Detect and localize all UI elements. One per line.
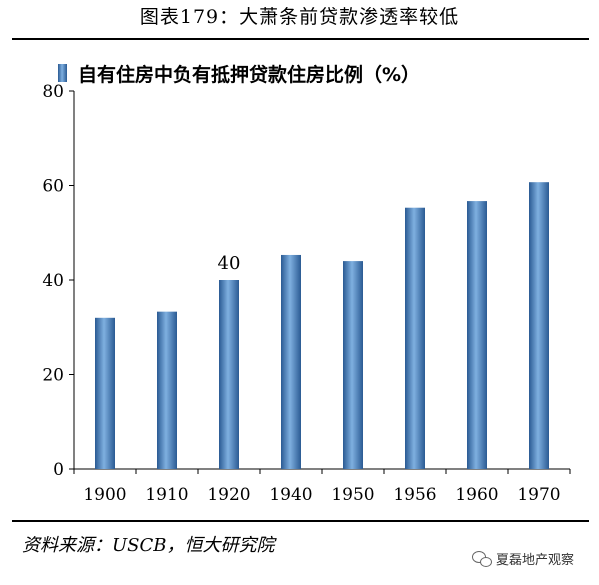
bar-1920: [219, 280, 239, 469]
x-tick-label: 1900: [83, 485, 126, 505]
watermark-text: 夏磊地产观察: [496, 553, 575, 568]
y-tick-label: 60: [42, 177, 64, 197]
x-tick-label: 1950: [331, 485, 374, 505]
top-divider: [12, 38, 589, 40]
x-tick-label: 1970: [517, 485, 560, 505]
x-tick-label: 1910: [145, 485, 188, 505]
legend-label: 自有住房中负有抵押贷款住房比例（%）: [78, 63, 420, 86]
legend: 自有住房中负有抵押贷款住房比例（%）: [58, 63, 420, 86]
x-tick-label: 1960: [455, 485, 498, 505]
y-tick-label: 80: [42, 82, 64, 102]
bottom-divider: [12, 520, 589, 522]
y-tick-label: 40: [42, 271, 64, 291]
bar-1940: [281, 254, 301, 469]
x-tick-label: 1940: [269, 485, 312, 505]
bar-1970: [529, 182, 549, 469]
bar-1956: [405, 207, 425, 469]
bar-1960: [467, 201, 487, 469]
watermark: 夏磊地产观察: [472, 549, 574, 568]
bar-chart: 自有住房中负有抵押贷款住房比例（%） 0 20 40 60 80 1900 1910 192…: [42, 63, 571, 505]
bar-1950: [343, 261, 363, 469]
bar-1910: [157, 311, 177, 469]
legend-swatch: [58, 64, 67, 82]
bars: [95, 182, 549, 469]
source-note: 资料来源：USCB，恒大研究院: [22, 535, 275, 556]
bar-1900: [95, 317, 115, 469]
x-tick-label: 1956: [393, 485, 436, 505]
wechat-icon: [472, 550, 492, 567]
data-label: 40: [218, 253, 241, 274]
x-tick-label: 1920: [207, 485, 250, 505]
y-axis: 0 20 40 60 80: [42, 82, 75, 480]
data-labels: 40: [218, 253, 241, 274]
x-axis: 1900 1910 1920 1940 1950 1956 1960 1970: [73, 468, 571, 505]
y-tick-label: 20: [42, 366, 64, 386]
y-tick-label: 0: [53, 460, 64, 480]
chart-title: 图表179：大萧条前贷款渗透率较低: [139, 6, 460, 28]
